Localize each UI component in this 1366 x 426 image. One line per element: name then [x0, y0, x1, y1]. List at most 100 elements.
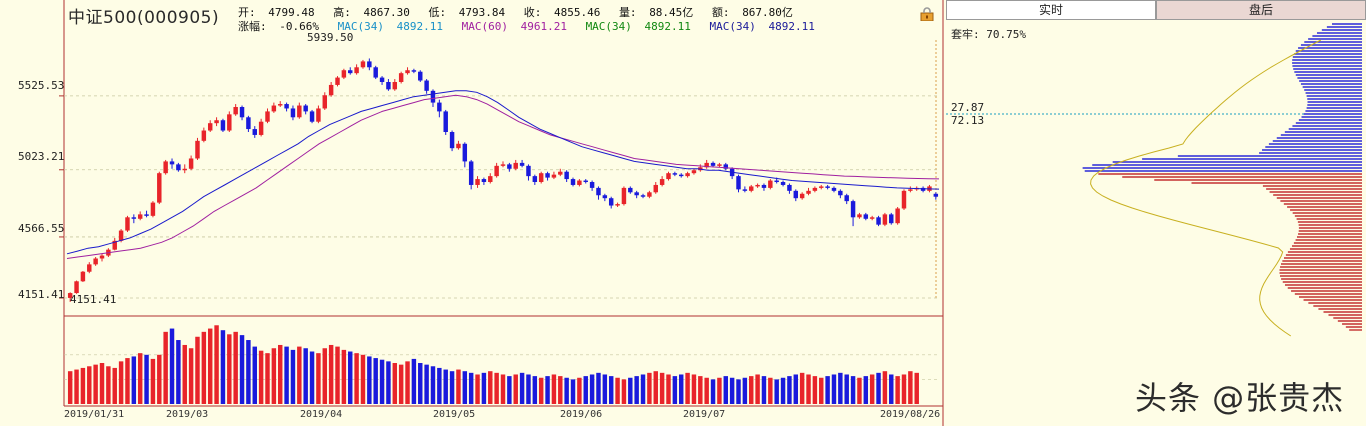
volume-bar: [87, 366, 92, 404]
candle-body: [144, 214, 149, 216]
candle-body: [704, 162, 709, 168]
volume-bar: [265, 353, 270, 404]
volume-bar: [430, 366, 436, 404]
candle-body: [277, 104, 283, 106]
candle-body: [341, 70, 347, 78]
volume-bar: [443, 369, 448, 404]
candle-body: [659, 179, 665, 185]
ma60-line: [66, 94, 940, 259]
volume-bar: [564, 377, 569, 404]
candle-body: [774, 180, 779, 183]
candle-body: [424, 80, 429, 91]
candle-body: [373, 67, 378, 78]
low-label: 低: 4793.84: [428, 6, 506, 19]
volume-bar: [545, 376, 550, 404]
candle-body: [615, 204, 620, 206]
volume-bar: [685, 372, 690, 404]
volume-bar: [125, 358, 130, 404]
volume-bar: [411, 358, 417, 404]
volume-bar: [914, 372, 919, 404]
candle-body: [481, 179, 487, 183]
chart-grid: [59, 95, 940, 380]
volume-bar: [538, 377, 544, 404]
candle-body: [125, 217, 130, 231]
volume-bar: [608, 376, 614, 404]
volume-bar: [838, 372, 843, 404]
candle-body: [799, 193, 805, 199]
candle-body: [780, 182, 786, 185]
volume-bar: [207, 328, 213, 404]
candle-body: [328, 84, 334, 96]
volume-bar: [468, 372, 474, 404]
volume-bar: [131, 356, 137, 404]
chip-distribution: [946, 23, 1362, 337]
candle-body: [876, 217, 881, 225]
volume-bar: [672, 376, 678, 404]
profile-curve: [1090, 39, 1322, 337]
candle-body: [519, 162, 525, 166]
candle-body: [405, 70, 410, 74]
index-title: 中证500(000905): [68, 8, 220, 28]
candle-body: [137, 214, 143, 219]
candle-body: [99, 255, 105, 259]
candle-body: [265, 111, 270, 122]
volume-bar: [519, 372, 525, 404]
candle-body: [895, 208, 900, 224]
volume-bar: [93, 364, 98, 404]
volume-bar: [182, 344, 187, 404]
candle-body: [386, 81, 391, 90]
candle-body: [838, 190, 843, 196]
candle-body: [850, 201, 856, 218]
ohlc-readout: 开: 4799.48 高: 4867.30 低: 4793.84 收: 4855…: [238, 4, 805, 20]
volume-bar: [424, 364, 429, 404]
lock-ratio: 套牢: 70.75%: [951, 28, 1026, 41]
candle-body: [379, 77, 385, 82]
candle-body: [545, 173, 550, 178]
volume-bar: [532, 376, 538, 404]
volume-bar: [284, 346, 289, 404]
volume-bar: [99, 363, 105, 404]
candle-body: [239, 106, 245, 118]
volume-bar: [163, 331, 168, 404]
candle-body: [398, 73, 404, 82]
volume-bar: [118, 361, 124, 404]
volume-bar: [723, 376, 729, 404]
volume-bar: [112, 367, 117, 404]
candle-body: [831, 187, 837, 191]
volume-bar: [214, 325, 219, 404]
candle-body: [583, 180, 588, 183]
volume-bar: [258, 350, 264, 404]
volume-bar: [398, 364, 404, 404]
lock-icon[interactable]: [920, 7, 934, 21]
volume-bar: [602, 374, 608, 404]
volume-bar: [698, 376, 703, 404]
candle-body: [201, 130, 207, 141]
volume-bar: [367, 356, 372, 404]
volume-bar: [456, 369, 461, 404]
candle-body: [908, 189, 913, 191]
volume-bar: [150, 358, 156, 404]
candle-body: [666, 173, 671, 180]
tab-after-hours[interactable]: 盘后: [1156, 0, 1366, 20]
profile-level-1: 27.87: [951, 101, 985, 114]
candle-body: [589, 182, 595, 188]
candle-body: [207, 123, 213, 131]
candle-body: [742, 189, 748, 191]
candle-body: [411, 70, 417, 72]
ma34-label: MAC(34) 4892.11: [337, 20, 443, 33]
tab-realtime[interactable]: 实时: [946, 0, 1156, 20]
candle-body: [507, 164, 512, 169]
volume-bar: [67, 371, 73, 404]
candle-body: [889, 214, 894, 224]
volume-bar: [239, 335, 245, 404]
high-label: 高: 4867.30: [333, 6, 410, 19]
candle-body: [647, 192, 652, 197]
volume-bar: [780, 377, 786, 404]
volume-bar: [850, 376, 856, 404]
volume-bar: [418, 363, 423, 404]
candle-body: [551, 174, 557, 178]
volume-bar: [392, 363, 398, 404]
candle-body: [628, 187, 633, 193]
volume-bar: [621, 379, 627, 404]
